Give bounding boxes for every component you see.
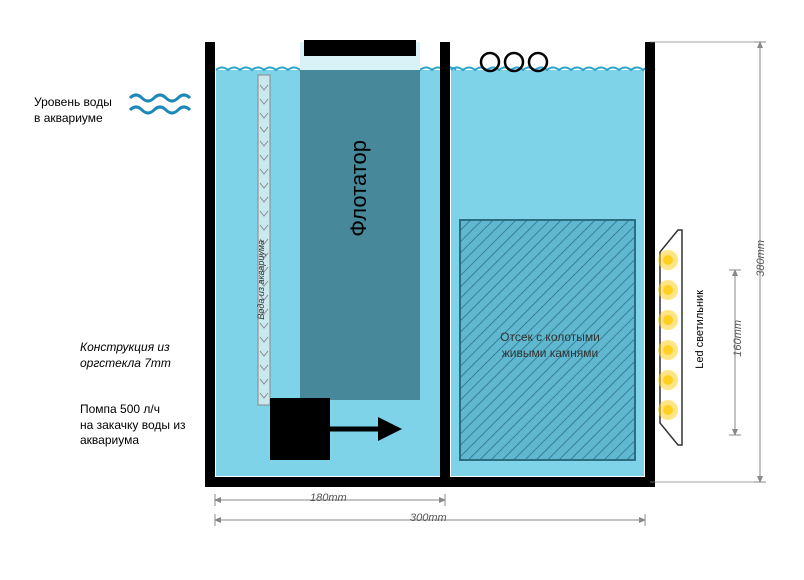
pump-label: Помпа 500 л/чна закачку воды изаквариума — [80, 402, 186, 449]
sump-diagram — [0, 0, 804, 575]
dim-160: 160mm — [732, 320, 744, 357]
dim-180: 180mm — [310, 492, 347, 504]
led-dot-icon — [663, 405, 673, 415]
wave-icon — [130, 107, 190, 113]
pump — [270, 398, 330, 460]
rocks-label: Отсек с колотымиживыми камнями — [490, 330, 610, 361]
dim-380: 380mm — [755, 240, 767, 277]
wave-icon — [130, 95, 190, 101]
led-label: Led светильник — [693, 290, 707, 369]
led-dot-icon — [663, 345, 673, 355]
led-dot-icon — [663, 255, 673, 265]
flotator-label: Флотатор — [345, 140, 374, 237]
led-dot-icon — [663, 375, 673, 385]
pipe-label: Вода из аквариума — [256, 240, 268, 320]
led-dot-icon — [663, 315, 673, 325]
flotator-cap — [304, 40, 416, 56]
water-level-label: Уровень водыв аквариуме — [34, 95, 112, 126]
construction-label: Конструкция изоргстекла 7mm — [80, 340, 171, 371]
dim-300: 300mm — [410, 512, 447, 524]
led-dot-icon — [663, 285, 673, 295]
